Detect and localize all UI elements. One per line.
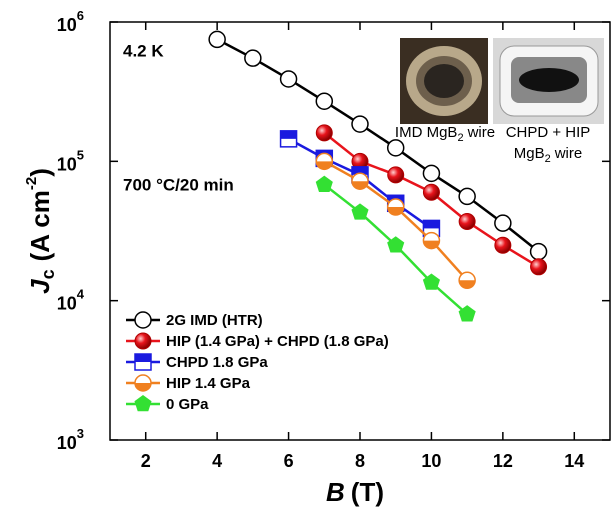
marker (387, 236, 405, 253)
series (208, 30, 548, 261)
marker (529, 242, 548, 261)
marker (530, 258, 548, 276)
inset-caption: CHPD + HIP (506, 124, 591, 141)
annotation: 700 °C/20 min (123, 175, 234, 194)
x-tick-label: 10 (421, 451, 441, 471)
marker (279, 130, 298, 148)
marker (458, 305, 476, 322)
marker (494, 236, 512, 254)
y-tick-label: 104 (57, 287, 85, 313)
marker (134, 332, 152, 350)
x-tick-label: 4 (212, 451, 222, 471)
y-tick-base: 10 (57, 15, 77, 35)
y-tick-label: 105 (57, 148, 84, 174)
marker-part (135, 354, 151, 362)
y-tick-exponent: 5 (77, 148, 84, 163)
x-tick-label: 6 (284, 451, 294, 471)
marker (494, 214, 512, 232)
marker (315, 92, 334, 110)
legend-label: HIP (1.4 GPa) + CHPD (1.8 GPa) (166, 333, 389, 350)
marker-part (352, 166, 368, 175)
series (315, 152, 476, 290)
x-tick-label: 8 (355, 451, 365, 471)
legend-label: 2G IMD (HTR) (166, 312, 263, 329)
marker (386, 139, 405, 157)
y-tick-exponent: 4 (77, 287, 85, 302)
series-line (216, 38, 540, 253)
marker (134, 311, 152, 329)
marker (351, 115, 369, 133)
x-axis-label: B (T) (326, 477, 384, 507)
y-axis-label: Jc(A cm-2) (23, 168, 58, 294)
marker (315, 152, 334, 171)
marker (458, 212, 476, 230)
marker (458, 187, 476, 206)
marker-part (423, 240, 440, 249)
marker-part (423, 220, 440, 229)
marker (315, 175, 333, 192)
y-tick-exponent: 6 (77, 8, 84, 23)
marker (387, 166, 405, 184)
y-tick-base: 10 (57, 293, 77, 313)
marker (134, 374, 152, 392)
y-tick-label: 103 (57, 426, 84, 452)
x-tick-label: 14 (564, 451, 584, 471)
inset-caption: MgB2 wire (514, 145, 582, 165)
marker-part (352, 181, 368, 190)
marker (386, 198, 405, 216)
inset-imd (400, 38, 488, 124)
y-tick-label: 106 (57, 8, 84, 34)
inset-chpd (493, 38, 604, 124)
x-tick-label: 12 (493, 451, 513, 471)
marker (279, 70, 298, 88)
y-tick-base: 10 (57, 154, 77, 174)
marker (351, 172, 369, 190)
marker (422, 164, 441, 183)
marker-part (135, 383, 151, 391)
series (315, 124, 548, 276)
marker (458, 271, 476, 290)
marker-part (280, 130, 297, 139)
marker (315, 124, 333, 142)
legend-label: CHPD 1.8 GPa (166, 354, 268, 371)
marker (422, 273, 440, 290)
legend: 2G IMD (HTR) HIP (1.4 GPa) + CHPD (1.8 GP… (126, 311, 389, 413)
marker (208, 30, 226, 49)
marker (134, 353, 152, 371)
marker-part (316, 161, 333, 170)
marker (244, 49, 262, 67)
legend-label: HIP 1.4 GPa (166, 375, 251, 392)
marker (351, 203, 369, 220)
annotation: 4.2 K (123, 41, 164, 60)
x-tick-label: 2 (141, 451, 151, 471)
marker (422, 183, 440, 201)
legend-label: 0 GPa (166, 396, 209, 413)
y-tick-exponent: 3 (77, 426, 84, 441)
inset-caption: IMD MgB2 wire (395, 124, 495, 144)
y-tick-base: 10 (57, 433, 77, 453)
marker-part (459, 280, 476, 289)
marker (134, 395, 152, 412)
marker (422, 231, 441, 250)
series (315, 175, 476, 322)
marker-part (387, 207, 404, 216)
